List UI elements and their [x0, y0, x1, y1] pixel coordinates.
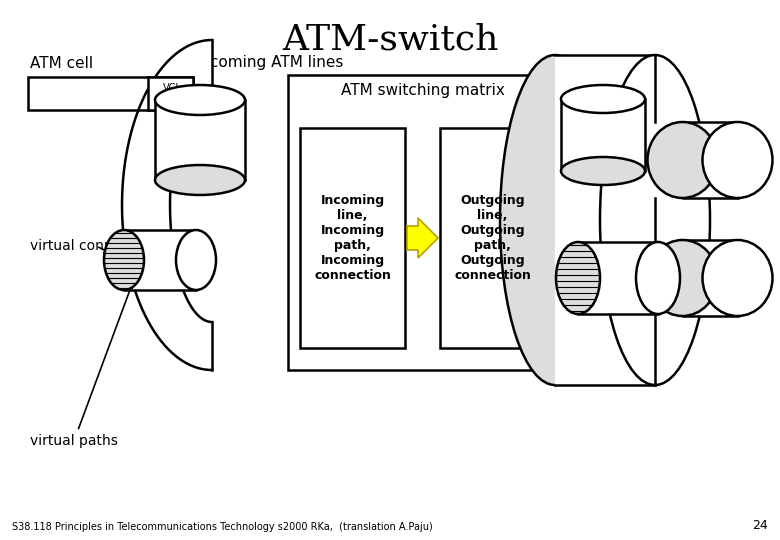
Ellipse shape [703, 240, 772, 316]
Bar [148, 77, 193, 110]
Bar [682, 240, 738, 316]
Ellipse shape [647, 122, 718, 198]
Ellipse shape [636, 242, 680, 314]
Bar [578, 242, 658, 314]
Bar [155, 100, 245, 180]
Text: Outgoing
line,
Outgoing
path,
Outgoing
connection: Outgoing line, Outgoing path, Outgoing c… [454, 194, 531, 282]
Bar [555, 55, 655, 385]
Text: Incoming
line,
Incoming
path,
Incoming
connection: Incoming line, Incoming path, Incoming c… [314, 194, 391, 282]
Text: ATM cell: ATM cell [30, 56, 93, 71]
Text: ATM-switch: ATM-switch [282, 22, 498, 56]
Ellipse shape [561, 85, 645, 113]
Text: 24: 24 [752, 519, 768, 532]
Ellipse shape [556, 242, 600, 314]
Text: virtual connections: virtual connections [30, 239, 162, 253]
Bar [300, 128, 405, 348]
Bar [655, 122, 710, 198]
Ellipse shape [647, 240, 718, 316]
Polygon shape [122, 40, 212, 370]
Bar [440, 128, 545, 348]
Text: S38.118 Principles in Telecommunications Technology s2000 RKa,  (translation A.P: S38.118 Principles in Telecommunications… [12, 522, 433, 532]
Bar [124, 230, 196, 290]
Bar [288, 75, 558, 370]
Ellipse shape [155, 85, 245, 115]
Text: virtual paths: virtual paths [30, 159, 179, 448]
FancyArrow shape [407, 218, 438, 258]
Ellipse shape [703, 122, 772, 198]
Ellipse shape [561, 157, 645, 185]
Bar [561, 99, 645, 171]
Bar [28, 77, 193, 110]
Text: VCI
VPI: VCI VPI [162, 83, 179, 104]
Ellipse shape [500, 55, 610, 385]
Bar [682, 122, 738, 198]
Bar [655, 240, 710, 316]
Text: ATM switching matrix: ATM switching matrix [341, 83, 505, 98]
Text: incoming ATM lines: incoming ATM lines [197, 55, 344, 70]
Text: Outgoing ATM lines: Outgoing ATM lines [584, 139, 732, 154]
Ellipse shape [600, 55, 710, 385]
Ellipse shape [176, 230, 216, 290]
Ellipse shape [155, 165, 245, 195]
Ellipse shape [104, 230, 144, 290]
